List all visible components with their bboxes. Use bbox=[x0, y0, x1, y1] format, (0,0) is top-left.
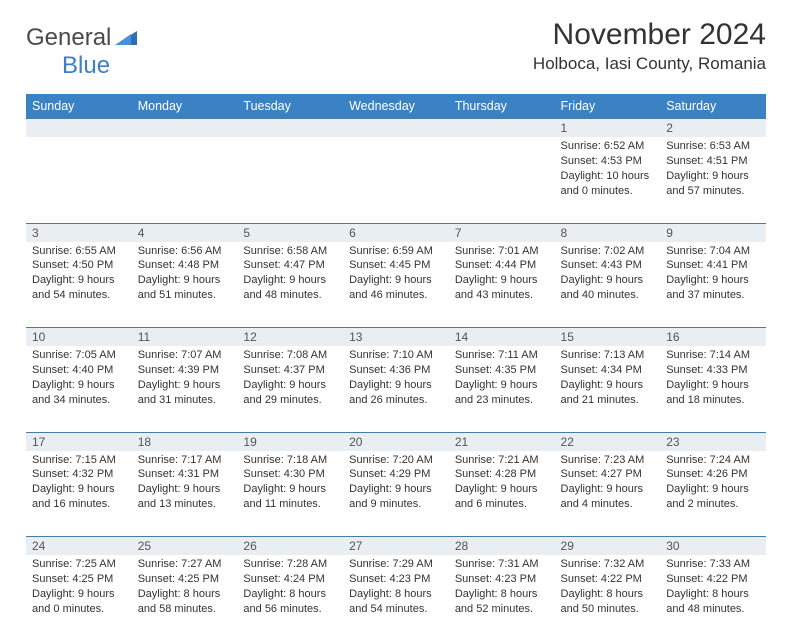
day-number-row: 12 bbox=[26, 119, 766, 138]
day-info-cell: Sunrise: 7:27 AMSunset: 4:25 PMDaylight:… bbox=[132, 555, 238, 641]
day-number-cell: 23 bbox=[660, 432, 766, 451]
day-number-cell: 30 bbox=[660, 537, 766, 556]
day-info-cell: Sunrise: 7:25 AMSunset: 4:25 PMDaylight:… bbox=[26, 555, 132, 641]
day-number-row: 17181920212223 bbox=[26, 432, 766, 451]
logo-triangle-icon bbox=[115, 27, 137, 50]
day-info-cell: Sunrise: 7:31 AMSunset: 4:23 PMDaylight:… bbox=[449, 555, 555, 641]
calendar-table: SundayMondayTuesdayWednesdayThursdayFrid… bbox=[26, 94, 766, 641]
month-title: November 2024 bbox=[533, 18, 766, 52]
day-info-cell: Sunrise: 7:11 AMSunset: 4:35 PMDaylight:… bbox=[449, 346, 555, 432]
logo-text-2: Blue bbox=[62, 52, 110, 80]
day-header: Thursday bbox=[449, 94, 555, 119]
day-info-cell: Sunrise: 7:32 AMSunset: 4:22 PMDaylight:… bbox=[555, 555, 661, 641]
day-header: Tuesday bbox=[237, 94, 343, 119]
day-info-cell: Sunrise: 7:28 AMSunset: 4:24 PMDaylight:… bbox=[237, 555, 343, 641]
day-number-cell: 18 bbox=[132, 432, 238, 451]
day-number-cell: 4 bbox=[132, 223, 238, 242]
day-info-cell: Sunrise: 6:58 AMSunset: 4:47 PMDaylight:… bbox=[237, 242, 343, 328]
day-header: Saturday bbox=[660, 94, 766, 119]
day-info-cell bbox=[343, 137, 449, 223]
day-info-row: Sunrise: 7:05 AMSunset: 4:40 PMDaylight:… bbox=[26, 346, 766, 432]
day-number-cell: 8 bbox=[555, 223, 661, 242]
day-number-cell: 25 bbox=[132, 537, 238, 556]
day-info-cell: Sunrise: 7:20 AMSunset: 4:29 PMDaylight:… bbox=[343, 451, 449, 537]
day-info-cell: Sunrise: 6:55 AMSunset: 4:50 PMDaylight:… bbox=[26, 242, 132, 328]
day-info-cell: Sunrise: 7:14 AMSunset: 4:33 PMDaylight:… bbox=[660, 346, 766, 432]
day-number-cell: 20 bbox=[343, 432, 449, 451]
day-number-row: 24252627282930 bbox=[26, 537, 766, 556]
day-number-cell: 11 bbox=[132, 328, 238, 347]
day-info-cell: Sunrise: 7:08 AMSunset: 4:37 PMDaylight:… bbox=[237, 346, 343, 432]
day-number-row: 3456789 bbox=[26, 223, 766, 242]
day-info-cell bbox=[132, 137, 238, 223]
logo-text-1: General bbox=[26, 24, 111, 52]
day-info-row: Sunrise: 7:25 AMSunset: 4:25 PMDaylight:… bbox=[26, 555, 766, 641]
day-info-cell: Sunrise: 7:10 AMSunset: 4:36 PMDaylight:… bbox=[343, 346, 449, 432]
day-info-cell: Sunrise: 6:56 AMSunset: 4:48 PMDaylight:… bbox=[132, 242, 238, 328]
day-info-cell: Sunrise: 7:15 AMSunset: 4:32 PMDaylight:… bbox=[26, 451, 132, 537]
day-number-cell: 17 bbox=[26, 432, 132, 451]
day-number-cell: 29 bbox=[555, 537, 661, 556]
day-number-cell: 24 bbox=[26, 537, 132, 556]
day-info-cell: Sunrise: 7:01 AMSunset: 4:44 PMDaylight:… bbox=[449, 242, 555, 328]
location: Holboca, Iasi County, Romania bbox=[533, 54, 766, 74]
day-number-cell: 16 bbox=[660, 328, 766, 347]
day-info-cell: Sunrise: 7:07 AMSunset: 4:39 PMDaylight:… bbox=[132, 346, 238, 432]
day-number-cell bbox=[26, 119, 132, 138]
day-info-cell bbox=[449, 137, 555, 223]
day-number-cell bbox=[237, 119, 343, 138]
day-number-cell: 14 bbox=[449, 328, 555, 347]
day-info-cell: Sunrise: 7:18 AMSunset: 4:30 PMDaylight:… bbox=[237, 451, 343, 537]
day-number-cell: 13 bbox=[343, 328, 449, 347]
day-number-cell: 22 bbox=[555, 432, 661, 451]
day-info-cell: Sunrise: 6:52 AMSunset: 4:53 PMDaylight:… bbox=[555, 137, 661, 223]
day-info-cell: Sunrise: 7:13 AMSunset: 4:34 PMDaylight:… bbox=[555, 346, 661, 432]
day-info-cell bbox=[237, 137, 343, 223]
day-number-cell: 2 bbox=[660, 119, 766, 138]
day-info-cell: Sunrise: 7:02 AMSunset: 4:43 PMDaylight:… bbox=[555, 242, 661, 328]
day-info-cell: Sunrise: 7:23 AMSunset: 4:27 PMDaylight:… bbox=[555, 451, 661, 537]
day-info-cell: Sunrise: 7:04 AMSunset: 4:41 PMDaylight:… bbox=[660, 242, 766, 328]
day-info-cell: Sunrise: 7:24 AMSunset: 4:26 PMDaylight:… bbox=[660, 451, 766, 537]
day-info-cell: Sunrise: 7:17 AMSunset: 4:31 PMDaylight:… bbox=[132, 451, 238, 537]
day-info-cell: Sunrise: 7:29 AMSunset: 4:23 PMDaylight:… bbox=[343, 555, 449, 641]
day-number-cell bbox=[449, 119, 555, 138]
day-info-row: Sunrise: 6:55 AMSunset: 4:50 PMDaylight:… bbox=[26, 242, 766, 328]
day-number-cell: 27 bbox=[343, 537, 449, 556]
day-info-cell: Sunrise: 7:21 AMSunset: 4:28 PMDaylight:… bbox=[449, 451, 555, 537]
day-info-cell bbox=[26, 137, 132, 223]
calendar-body: 12Sunrise: 6:52 AMSunset: 4:53 PMDayligh… bbox=[26, 119, 766, 641]
day-number-cell: 7 bbox=[449, 223, 555, 242]
day-number-cell: 15 bbox=[555, 328, 661, 347]
day-info-row: Sunrise: 7:15 AMSunset: 4:32 PMDaylight:… bbox=[26, 451, 766, 537]
day-number-cell: 12 bbox=[237, 328, 343, 347]
day-info-cell: Sunrise: 7:05 AMSunset: 4:40 PMDaylight:… bbox=[26, 346, 132, 432]
day-number-cell: 9 bbox=[660, 223, 766, 242]
day-number-row: 10111213141516 bbox=[26, 328, 766, 347]
day-info-row: Sunrise: 6:52 AMSunset: 4:53 PMDaylight:… bbox=[26, 137, 766, 223]
day-number-cell: 21 bbox=[449, 432, 555, 451]
day-header: Wednesday bbox=[343, 94, 449, 119]
day-header: Monday bbox=[132, 94, 238, 119]
day-number-cell bbox=[343, 119, 449, 138]
day-number-cell: 19 bbox=[237, 432, 343, 451]
day-number-cell: 26 bbox=[237, 537, 343, 556]
logo: General bbox=[26, 24, 139, 52]
day-number-cell: 6 bbox=[343, 223, 449, 242]
day-number-cell: 1 bbox=[555, 119, 661, 138]
day-info-cell: Sunrise: 6:53 AMSunset: 4:51 PMDaylight:… bbox=[660, 137, 766, 223]
day-number-cell: 10 bbox=[26, 328, 132, 347]
day-header-row: SundayMondayTuesdayWednesdayThursdayFrid… bbox=[26, 94, 766, 119]
day-number-cell bbox=[132, 119, 238, 138]
day-info-cell: Sunrise: 6:59 AMSunset: 4:45 PMDaylight:… bbox=[343, 242, 449, 328]
day-info-cell: Sunrise: 7:33 AMSunset: 4:22 PMDaylight:… bbox=[660, 555, 766, 641]
day-header: Friday bbox=[555, 94, 661, 119]
day-number-cell: 28 bbox=[449, 537, 555, 556]
day-number-cell: 5 bbox=[237, 223, 343, 242]
day-number-cell: 3 bbox=[26, 223, 132, 242]
title-block: November 2024 Holboca, Iasi County, Roma… bbox=[533, 18, 766, 74]
day-header: Sunday bbox=[26, 94, 132, 119]
